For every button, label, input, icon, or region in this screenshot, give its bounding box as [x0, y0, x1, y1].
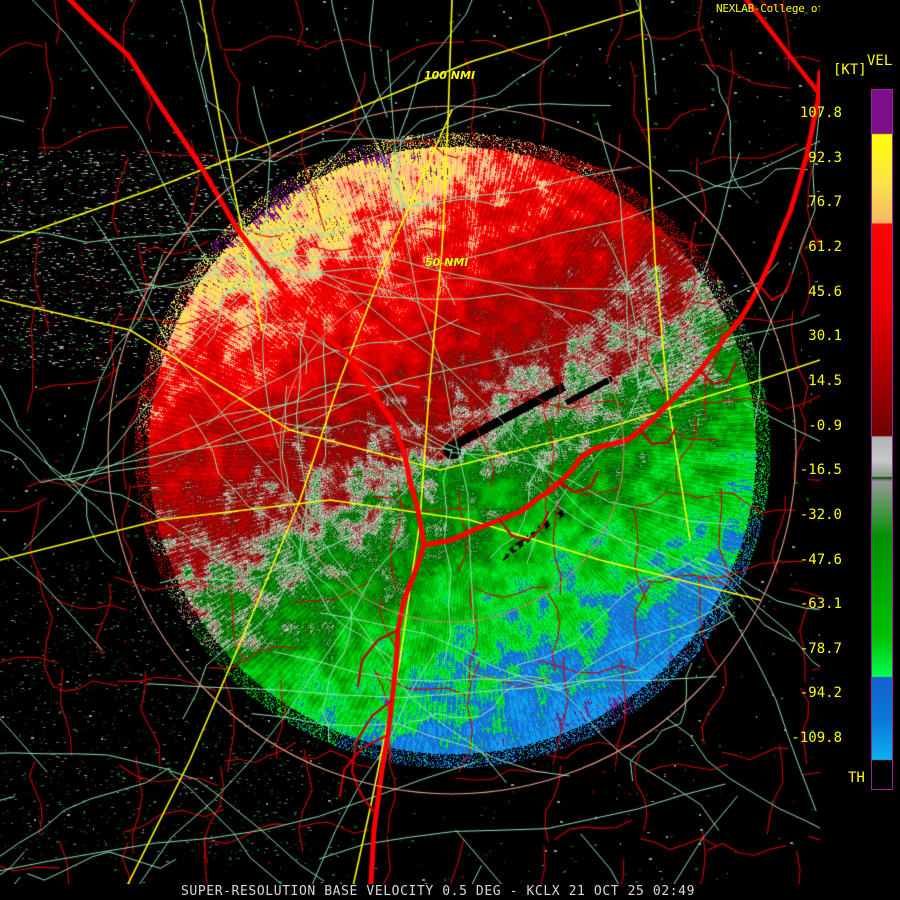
colorbar-tick-5: 30.1 [808, 328, 842, 345]
range-ring-label-50nmi: 50 NMI [425, 256, 469, 269]
colorbar-tick-7: -0.9 [808, 417, 842, 434]
colorbar-tick-11: -63.1 [799, 596, 842, 613]
colorbar-tick-1: 92.3 [808, 149, 842, 166]
colorbar-tick-0: 107.8 [799, 105, 842, 121]
legend-title-label: VEL [867, 53, 893, 69]
colorbar-tick-14: -109.8 [791, 730, 842, 747]
legend-threshold-label: TH [848, 770, 865, 786]
colorbar-tick-10: -47.6 [799, 551, 842, 568]
colorbar-canvas [872, 90, 892, 789]
colorbar-gradient [871, 89, 893, 790]
range-ring-label-100nmi: 100 NMI [424, 69, 476, 82]
status-bar: SUPER-RESOLUTION BASE VELOCITY 0.5 DEG -… [0, 884, 900, 900]
colorbar-tick-3: 61.2 [808, 238, 842, 255]
colorbar-tick-8: -16.5 [799, 462, 842, 479]
colorbar-tick-9: -32.0 [799, 506, 842, 523]
range-ring-canvas [0, 0, 820, 884]
colorbar-tick-4: 45.6 [808, 283, 842, 300]
colorbar-tick-6: 14.5 [808, 372, 842, 389]
colorbar-tick-12: -78.7 [799, 640, 842, 657]
status-product-text: SUPER-RESOLUTION BASE VELOCITY 0.5 DEG -… [181, 884, 696, 899]
provider-credit-label: NEXLAB-College of DuPage R [716, 2, 820, 15]
colorbar-tick-13: -94.2 [799, 685, 842, 702]
radar-display-panel[interactable]: 100 NMI 50 NMI NEXLAB-College of DuPage … [0, 0, 820, 884]
velocity-colorbar-legend: VEL [KT] 107.8 92.3 76.7 61.2 45.6 30.1 14.5 -0… [791, 0, 900, 884]
colorbar-tick-2: 76.7 [808, 194, 842, 211]
legend-units-label: [KT] [833, 62, 867, 78]
